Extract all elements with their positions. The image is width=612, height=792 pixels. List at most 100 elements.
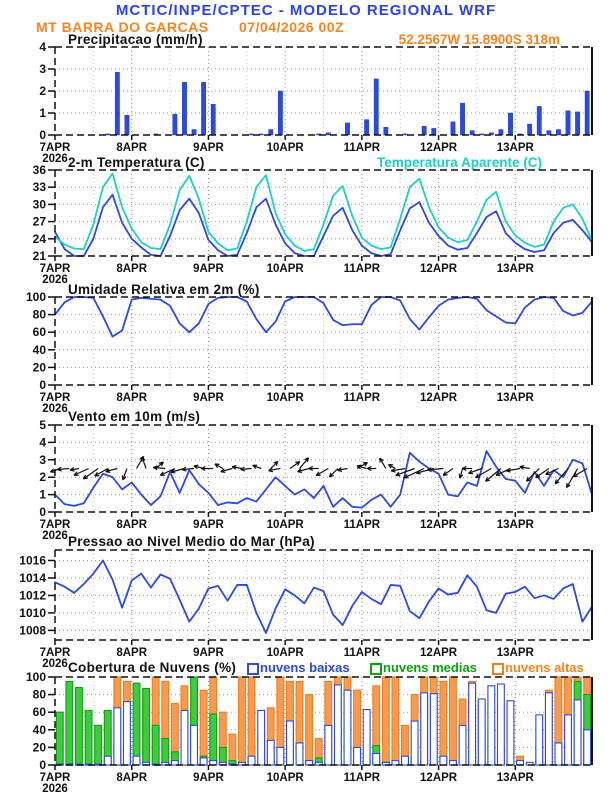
svg-text:4: 4: [39, 40, 46, 54]
svg-text:1016: 1016: [19, 553, 46, 567]
legend-label-mid-clouds: nuvens medias: [383, 660, 477, 675]
svg-text:9APR: 9APR: [193, 647, 224, 659]
svg-text:13APR: 13APR: [497, 142, 535, 154]
svg-text:2026: 2026: [42, 658, 68, 670]
svg-text:13APR: 13APR: [497, 519, 535, 531]
svg-text:12APR: 12APR: [420, 772, 458, 784]
svg-text:12APR: 12APR: [420, 142, 458, 154]
svg-text:2026: 2026: [42, 403, 68, 415]
svg-text:10APR: 10APR: [267, 772, 305, 784]
svg-text:3: 3: [39, 62, 46, 76]
svg-text:1008: 1008: [19, 623, 46, 637]
svg-text:10APR: 10APR: [267, 142, 305, 154]
svg-text:40: 40: [33, 343, 47, 357]
legend-swatch-high-clouds-icon: [492, 663, 504, 675]
svg-text:9APR: 9APR: [193, 772, 224, 784]
svg-text:10APR: 10APR: [267, 263, 305, 275]
svg-text:30: 30: [33, 197, 47, 211]
svg-text:2: 2: [39, 470, 46, 484]
panel-title-pressure: Pressao ao Nivel Medio do Mar (hPa): [68, 534, 315, 549]
svg-text:8APR: 8APR: [116, 142, 147, 154]
svg-text:2: 2: [39, 84, 46, 98]
legend-swatch-mid-clouds-icon: [370, 663, 382, 675]
svg-text:1: 1: [39, 106, 46, 120]
panel-title-cloud-cover: Cobertura de Nuvens (%): [68, 660, 237, 675]
svg-text:8APR: 8APR: [116, 772, 147, 784]
station-coordinates: 52.2567W 15.8900S 318m: [398, 32, 560, 47]
station-name: MT BARRA DO GARCAS: [36, 19, 209, 35]
svg-text:7APR: 7APR: [40, 647, 71, 659]
svg-text:20: 20: [33, 740, 47, 754]
legend-swatch-low-clouds-icon: [247, 663, 259, 675]
svg-text:9APR: 9APR: [193, 263, 224, 275]
svg-text:11APR: 11APR: [344, 263, 381, 275]
panel-title-apparent-temperature: Temperatura Aparente (C): [376, 155, 542, 170]
svg-text:9APR: 9APR: [193, 142, 224, 154]
svg-text:0: 0: [39, 378, 46, 392]
svg-text:13APR: 13APR: [497, 772, 535, 784]
svg-text:100: 100: [26, 670, 46, 684]
svg-text:7APR: 7APR: [40, 772, 71, 784]
svg-text:80: 80: [33, 308, 47, 322]
svg-text:11APR: 11APR: [344, 142, 381, 154]
svg-text:7APR: 7APR: [40, 392, 71, 404]
legend-label-high-clouds: nuvens altas: [505, 660, 584, 675]
svg-text:12APR: 12APR: [420, 263, 458, 275]
svg-text:21: 21: [33, 249, 47, 263]
panel-title-temperature: 2-m Temperatura (C): [68, 155, 205, 170]
svg-text:1: 1: [39, 488, 46, 502]
svg-text:0: 0: [39, 128, 46, 142]
svg-text:100: 100: [26, 290, 46, 304]
svg-text:10APR: 10APR: [267, 392, 305, 404]
svg-text:11APR: 11APR: [344, 519, 381, 531]
svg-text:8APR: 8APR: [116, 392, 147, 404]
svg-text:20: 20: [33, 360, 47, 374]
svg-text:4: 4: [39, 435, 46, 449]
svg-text:11APR: 11APR: [344, 647, 381, 659]
svg-text:60: 60: [33, 325, 47, 339]
svg-text:12APR: 12APR: [420, 647, 458, 659]
svg-text:1010: 1010: [19, 606, 46, 620]
panel-title-humidity: Umidade Relativa em 2m (%): [68, 282, 260, 297]
svg-text:7APR: 7APR: [40, 142, 71, 154]
svg-text:12APR: 12APR: [420, 519, 458, 531]
model-run-datetime: 07/04/2026 00Z: [239, 19, 345, 35]
svg-text:1012: 1012: [19, 588, 46, 602]
svg-text:40: 40: [33, 723, 47, 737]
svg-text:33: 33: [33, 180, 47, 194]
svg-text:7APR: 7APR: [40, 263, 71, 275]
legend-label-low-clouds: nuvens baixas: [260, 660, 350, 675]
svg-text:9APR: 9APR: [193, 392, 224, 404]
svg-text:2026: 2026: [42, 783, 68, 792]
svg-text:2026: 2026: [42, 153, 68, 165]
svg-text:13APR: 13APR: [497, 647, 535, 659]
svg-text:11APR: 11APR: [344, 392, 381, 404]
svg-text:27: 27: [33, 215, 47, 229]
svg-text:80: 80: [33, 688, 47, 702]
svg-text:13APR: 13APR: [497, 263, 535, 275]
svg-text:12APR: 12APR: [420, 392, 458, 404]
panel-title-precipitation: Precipitacao (mm/h): [68, 32, 203, 47]
svg-text:10APR: 10APR: [267, 519, 305, 531]
svg-text:2026: 2026: [42, 274, 68, 286]
svg-text:8APR: 8APR: [116, 647, 147, 659]
svg-text:1014: 1014: [19, 571, 46, 585]
svg-text:7APR: 7APR: [40, 519, 71, 531]
svg-text:8APR: 8APR: [116, 519, 147, 531]
svg-text:24: 24: [33, 232, 47, 246]
svg-text:9APR: 9APR: [193, 519, 224, 531]
svg-text:0: 0: [39, 505, 46, 519]
svg-text:60: 60: [33, 705, 47, 719]
model-header: MCTIC/INPE/CPTEC - MODELO REGIONAL WRF: [115, 2, 497, 19]
svg-text:8APR: 8APR: [116, 263, 147, 275]
svg-text:5: 5: [39, 418, 46, 432]
svg-text:2026: 2026: [42, 530, 68, 542]
svg-text:11APR: 11APR: [344, 772, 381, 784]
svg-text:3: 3: [39, 453, 46, 467]
svg-text:0: 0: [39, 758, 46, 772]
svg-text:13APR: 13APR: [497, 392, 535, 404]
svg-text:10APR: 10APR: [267, 647, 305, 659]
panel-title-wind: Vento em 10m (m/s): [68, 409, 201, 424]
